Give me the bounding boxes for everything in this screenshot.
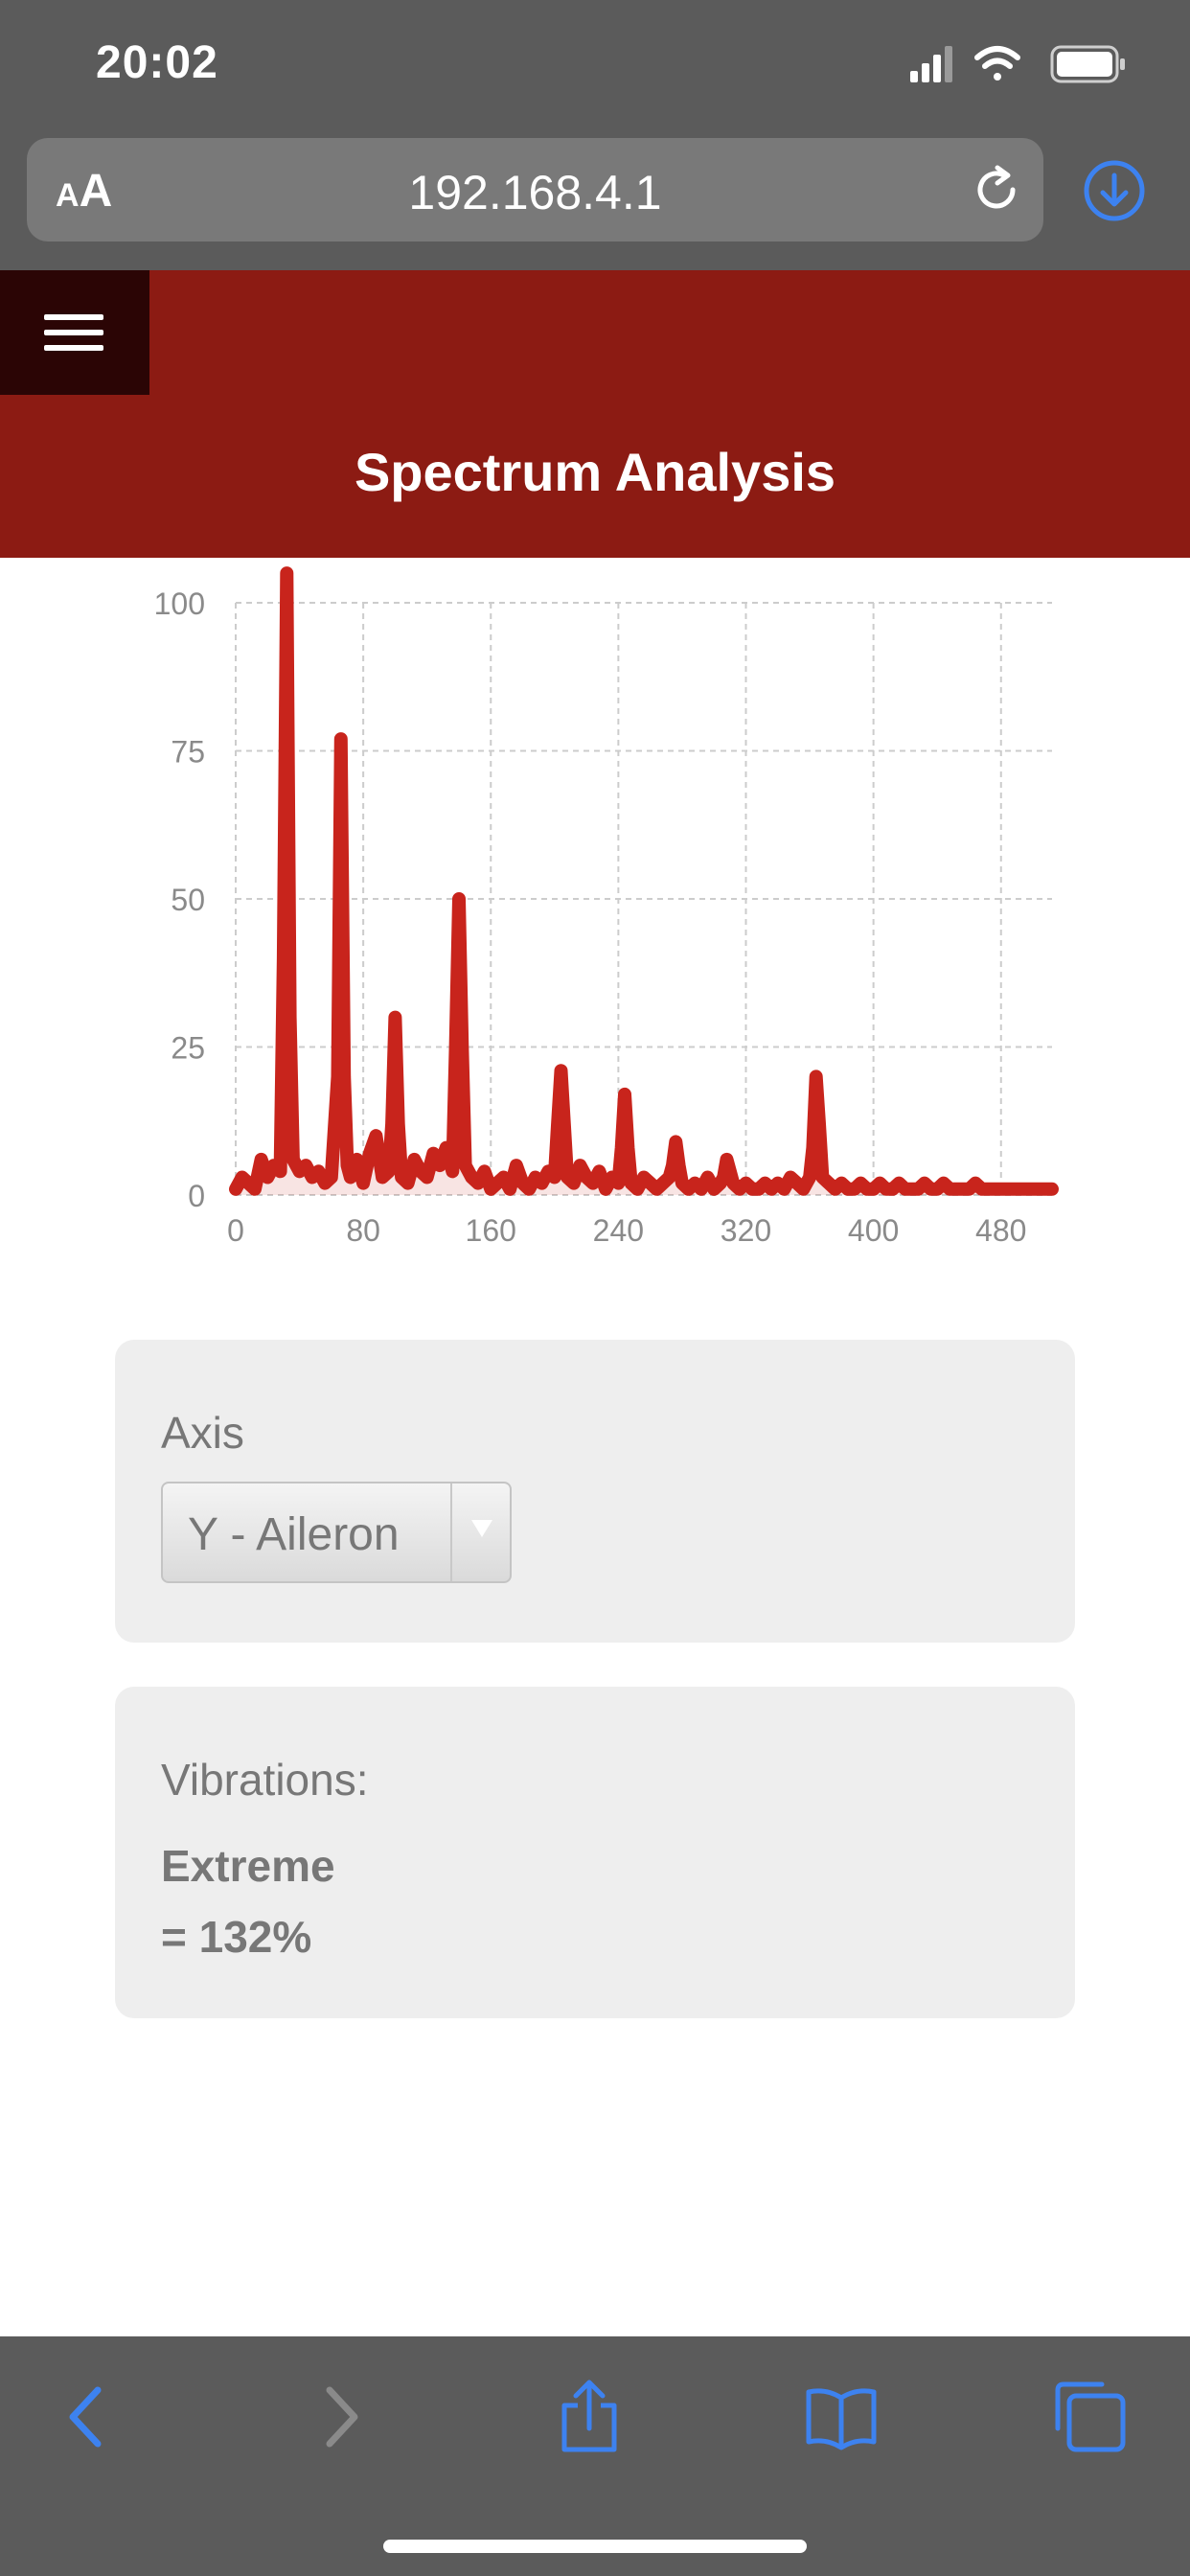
- x-tick-label: 160: [466, 1213, 516, 1248]
- x-tick-label: 400: [848, 1213, 899, 1248]
- axis-label: Axis: [161, 1408, 244, 1458]
- vibration-level: Extreme: [161, 1841, 335, 1891]
- y-tick-label: 100: [154, 586, 205, 621]
- browser-bottom-toolbar: [0, 2336, 1190, 2576]
- y-tick-label: 0: [188, 1179, 205, 1213]
- x-tick-label: 480: [975, 1213, 1026, 1248]
- page-header: Spectrum Analysis: [0, 270, 1190, 558]
- wifi-icon: [974, 46, 1020, 80]
- back-icon[interactable]: [50, 2379, 126, 2455]
- x-tick-label: 0: [227, 1213, 244, 1248]
- y-tick-label: 75: [171, 735, 205, 770]
- forward-icon[interactable]: [301, 2379, 378, 2455]
- y-tick-label: 50: [171, 883, 205, 917]
- vibration-panel: Vibrations: Extreme = 132%: [115, 1687, 1075, 2018]
- menu-button[interactable]: [0, 270, 149, 395]
- reload-icon[interactable]: [969, 162, 1024, 218]
- chevron-down-icon: [450, 1484, 510, 1581]
- status-time: 20:02: [96, 37, 218, 88]
- axis-select-value: Y - Aileron: [188, 1509, 400, 1560]
- x-tick-label: 320: [721, 1213, 771, 1248]
- bookmarks-icon[interactable]: [803, 2379, 880, 2455]
- download-icon[interactable]: [1083, 159, 1146, 222]
- tabs-icon[interactable]: [1052, 2379, 1129, 2455]
- menu-icon: [44, 314, 103, 320]
- x-tick-label: 240: [593, 1213, 644, 1248]
- browser-top-bar: 20:02 AA 192.168.4.1: [0, 0, 1190, 270]
- x-tick-label: 80: [346, 1213, 380, 1248]
- home-indicator: [383, 2540, 807, 2553]
- url-text[interactable]: 192.168.4.1: [408, 166, 662, 219]
- spectrum-chart-svg: 0 25 50 75 100 0 80 160 240 320 400 480: [154, 566, 1059, 1248]
- axis-panel: Axis Y - Aileron: [115, 1340, 1075, 1643]
- vibration-percent: = 132%: [161, 1912, 312, 1962]
- page-title: Spectrum Analysis: [354, 442, 836, 502]
- vibration-label: Vibrations:: [161, 1755, 369, 1805]
- address-bar[interactable]: AA 192.168.4.1: [27, 138, 1043, 242]
- series-line: [229, 566, 1059, 1196]
- spectrum-chart: 0 25 50 75 100 0 80 160 240 320 400 480: [0, 558, 1190, 1286]
- share-icon[interactable]: [551, 2379, 628, 2455]
- status-icons: [910, 45, 1125, 83]
- axis-select[interactable]: Y - Aileron: [161, 1482, 512, 1583]
- signal-icon: [910, 46, 952, 82]
- y-tick-label: 25: [171, 1031, 205, 1066]
- series-area: [236, 573, 1052, 1195]
- text-size-button[interactable]: AA: [56, 166, 113, 217]
- battery-icon: [1050, 45, 1125, 83]
